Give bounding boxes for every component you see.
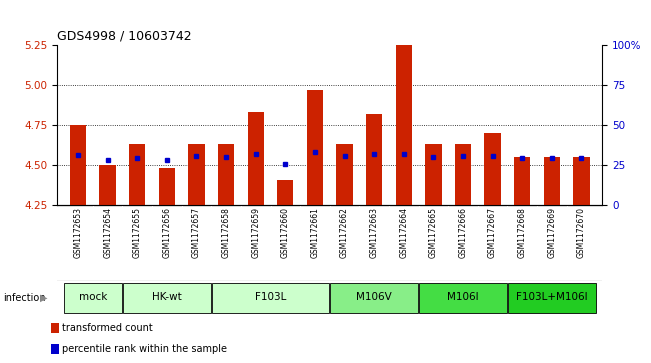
Text: GSM1172655: GSM1172655 [133,207,142,258]
Bar [484,133,501,205]
Bar [64,283,122,313]
Text: HK-wt: HK-wt [152,292,182,302]
Text: GSM1172670: GSM1172670 [577,207,586,258]
Text: GDS4998 / 10603742: GDS4998 / 10603742 [57,30,192,43]
Text: transformed count: transformed count [62,323,153,333]
Text: GSM1172664: GSM1172664 [399,207,408,258]
Bar [218,144,234,205]
Text: F103L: F103L [255,292,286,302]
Bar [574,157,590,205]
Bar [159,168,175,205]
Bar [455,144,471,205]
Text: GSM1172659: GSM1172659 [251,207,260,258]
Text: F103L+M106I: F103L+M106I [516,292,588,302]
Text: GSM1172662: GSM1172662 [340,207,349,258]
Text: GSM1172665: GSM1172665 [429,207,438,258]
Bar [307,90,323,205]
Bar [514,157,531,205]
Text: ▶: ▶ [40,293,48,303]
Bar [277,180,294,205]
Bar [419,283,507,313]
Bar [212,283,329,313]
Text: GSM1172657: GSM1172657 [192,207,201,258]
Bar [247,113,264,205]
Text: GSM1172669: GSM1172669 [547,207,557,258]
Bar [366,114,382,205]
Text: GSM1172660: GSM1172660 [281,207,290,258]
Bar [544,157,560,205]
Bar [129,144,145,205]
Bar [123,283,211,313]
Bar [508,283,596,313]
Text: GSM1172653: GSM1172653 [74,207,83,258]
Text: mock: mock [79,292,107,302]
Bar [188,144,204,205]
Bar [396,45,412,205]
Text: percentile rank within the sample: percentile rank within the sample [62,344,227,354]
Text: GSM1172661: GSM1172661 [311,207,320,258]
Text: GSM1172656: GSM1172656 [162,207,171,258]
Bar [337,144,353,205]
Text: GSM1172668: GSM1172668 [518,207,527,258]
Text: infection: infection [3,293,46,303]
Bar [100,165,116,205]
Text: GSM1172667: GSM1172667 [488,207,497,258]
Text: GSM1172658: GSM1172658 [221,207,230,258]
Text: GSM1172654: GSM1172654 [103,207,112,258]
Text: GSM1172663: GSM1172663 [370,207,379,258]
Text: M106V: M106V [356,292,392,302]
Bar [330,283,418,313]
Bar [425,144,441,205]
Bar [51,323,59,333]
Bar [51,344,59,354]
Bar [70,125,86,205]
Text: GSM1172666: GSM1172666 [458,207,467,258]
Text: M106I: M106I [447,292,478,302]
